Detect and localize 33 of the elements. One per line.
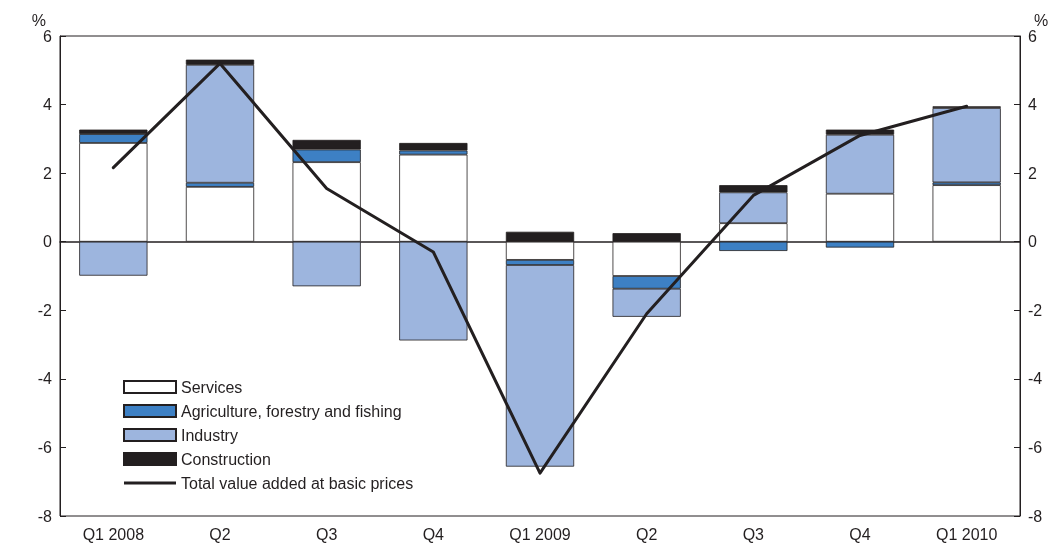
y-tick-label: 4 bbox=[43, 96, 53, 114]
x-tick-label: Q3 bbox=[742, 525, 765, 543]
y2-tick-label: 6 bbox=[1028, 27, 1037, 45]
y-tick-label: 6 bbox=[43, 27, 53, 45]
y-tick-label: -2 bbox=[37, 301, 53, 319]
y2-tick-label: 2 bbox=[1028, 164, 1037, 182]
y2-tick-label: -6 bbox=[1028, 438, 1043, 456]
y-tick-label: -4 bbox=[37, 370, 53, 388]
y-tick-label: -8 bbox=[37, 507, 53, 525]
x-tick-label: Q1 2009 bbox=[509, 525, 571, 543]
y-axis-title: % bbox=[31, 11, 46, 29]
y2-axis-title: % bbox=[1034, 11, 1049, 29]
y2-tick-label: -2 bbox=[1028, 301, 1043, 319]
x-tick-label: Q4 bbox=[849, 525, 871, 543]
x-tick-label: Q3 bbox=[315, 525, 338, 543]
legend-label: Agriculture, forestry and fishing bbox=[181, 402, 402, 420]
y2-tick-label: 4 bbox=[1028, 96, 1037, 114]
y2-tick-label: -8 bbox=[1028, 507, 1043, 525]
x-tick-label: Q2 bbox=[209, 525, 231, 543]
legend-label: Industry bbox=[181, 426, 238, 444]
bar bbox=[399, 142, 468, 151]
x-tick-label: Q2 bbox=[635, 525, 658, 543]
y-tick-label: 2 bbox=[43, 164, 53, 182]
legend-label: Construction bbox=[181, 450, 271, 468]
y-tick-label: 0 bbox=[43, 233, 53, 251]
y2-tick-label: -4 bbox=[1028, 370, 1043, 388]
x-tick-label: Q1 2008 bbox=[82, 525, 145, 543]
x-tick-label: Q1 2010 bbox=[935, 525, 998, 543]
legend-label: Services bbox=[181, 378, 243, 396]
x-tick-label: Q4 bbox=[422, 525, 445, 543]
y-tick-label: -6 bbox=[37, 438, 53, 456]
y2-tick-label: 0 bbox=[1028, 233, 1037, 251]
legend-label: Total value added at basic prices bbox=[181, 474, 414, 492]
